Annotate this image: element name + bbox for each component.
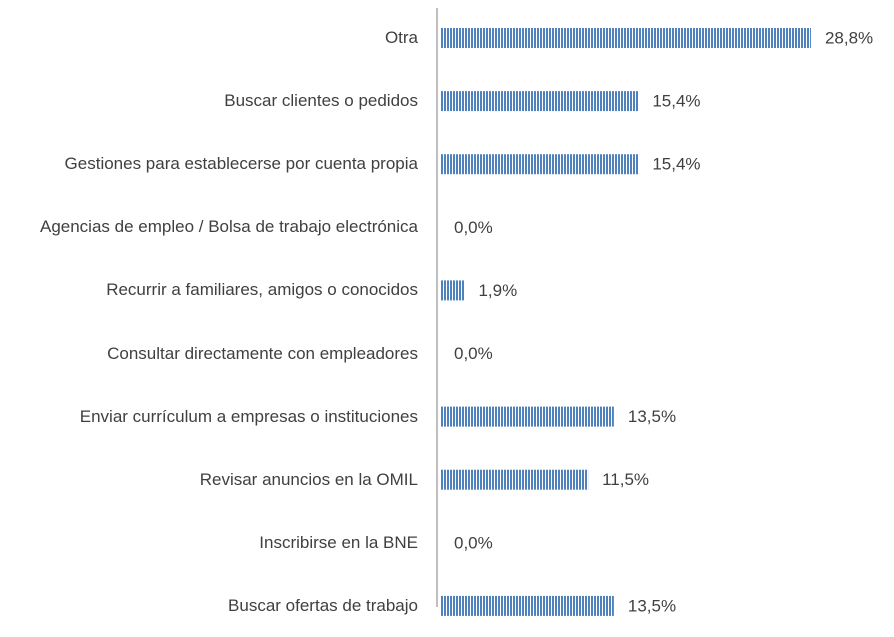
- category-text: Recurrir a familiares, amigos o conocido…: [106, 280, 418, 300]
- category-label: Revisar anuncios en la OMIL: [8, 468, 418, 492]
- category-text: Consultar directamente con empleadores: [107, 343, 418, 363]
- value-label: 0,0%: [454, 533, 493, 552]
- bar: [440, 91, 639, 112]
- category-text: Enviar currículum a empresas o instituci…: [79, 406, 418, 426]
- value-label: 13,5%: [628, 596, 676, 615]
- category-text: Gestiones para establecerse por cuenta p…: [64, 154, 418, 174]
- category-text: Inscribirse en la BNE: [259, 532, 418, 552]
- category-label: Buscar clientes o pedidos: [8, 89, 418, 113]
- category-label: Enviar currículum a empresas o instituci…: [8, 405, 418, 429]
- category-text: Otra: [384, 28, 418, 47]
- category-text: Buscar ofertas de trabajo: [228, 595, 418, 615]
- value-label: 0,0%: [454, 344, 493, 363]
- category-text: Buscar clientes o pedidos: [224, 91, 418, 111]
- value-label: 15,4%: [652, 155, 700, 174]
- category-label: Recurrir a familiares, amigos o conocido…: [8, 278, 418, 302]
- bar: [440, 154, 639, 175]
- category-label: Buscar ofertas de trabajo: [8, 594, 418, 618]
- bar: [440, 469, 589, 490]
- value-label: 13,5%: [628, 407, 676, 426]
- category-label: Otra: [8, 26, 418, 50]
- category-label: Gestiones para establecerse por cuenta p…: [8, 152, 418, 176]
- category-label: Agencias de empleo / Bolsa de trabajo el…: [8, 215, 418, 239]
- value-label: 15,4%: [652, 92, 700, 111]
- bar: [440, 280, 465, 301]
- bar: [440, 406, 614, 427]
- bar: [440, 28, 811, 48]
- value-label: 1,9%: [478, 281, 517, 300]
- category-text: Revisar anuncios en la OMIL: [199, 469, 418, 489]
- category-text: Agencias de empleo / Bolsa de trabajo el…: [39, 217, 418, 237]
- bar: [440, 595, 614, 616]
- value-label: 11,5%: [602, 470, 649, 489]
- category-label: Consultar directamente con empleadores: [8, 342, 418, 366]
- value-label: 28,8%: [825, 28, 873, 47]
- value-label: 0,0%: [454, 218, 493, 237]
- category-label: Inscribirse en la BNE: [8, 531, 418, 555]
